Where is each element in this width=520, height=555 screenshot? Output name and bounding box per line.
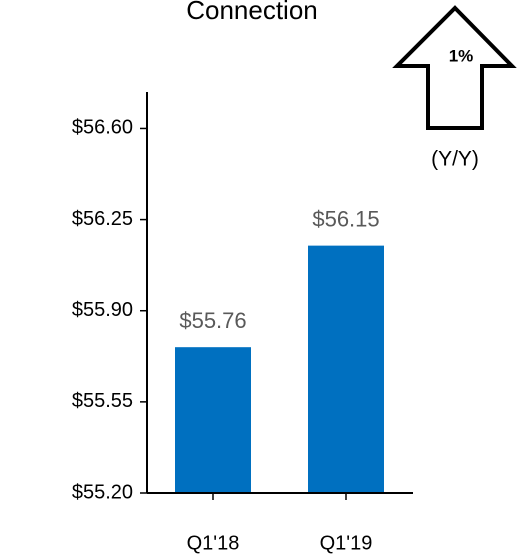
y-tick-label: $55.55: [72, 390, 133, 412]
y-tick-label: $55.90: [72, 299, 133, 321]
up-arrow: [392, 5, 517, 130]
value-label: $56.15: [312, 206, 379, 231]
x-tick-label: Q1'18: [187, 532, 240, 554]
bar: [308, 245, 384, 493]
chart-title: Connection: [186, 0, 318, 25]
period-label: (Y/Y): [431, 148, 479, 171]
y-tick-label: $55.20: [72, 481, 133, 503]
y-tick-label: $56.60: [72, 117, 133, 139]
x-tick-label: Q1'19: [320, 532, 373, 554]
y-tick-label: $56.25: [72, 208, 133, 230]
bar: [175, 347, 251, 493]
value-label: $55.76: [179, 308, 246, 333]
change-label: 1%: [449, 46, 474, 65]
